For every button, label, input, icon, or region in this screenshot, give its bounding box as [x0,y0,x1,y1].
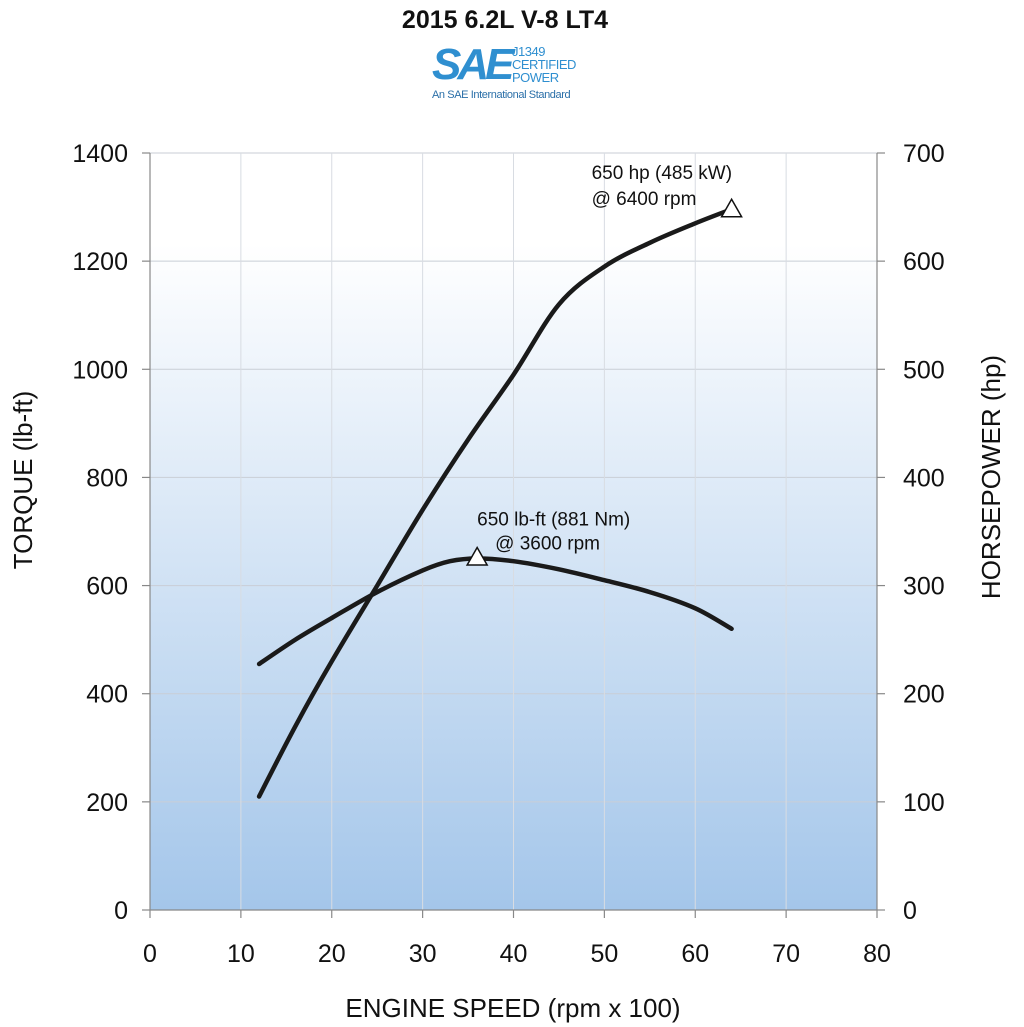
y-tick-label-right: 100 [903,789,945,817]
y-axis-label-left: TORQUE (lb-ft) [8,391,38,570]
y-tick-label-left: 400 [86,681,128,709]
x-tick-label: 50 [590,940,618,968]
x-tick-label: 70 [772,940,800,968]
x-tick-label: 20 [318,940,346,968]
y-tick-label-left: 1200 [72,248,128,276]
peak-horsepower-label: 650 hp (485 kW) [592,163,732,184]
x-tick-label: 60 [681,940,709,968]
horsepower-curve [256,206,734,799]
x-tick-label: 30 [409,940,437,968]
y-tick-label-right: 400 [903,464,945,492]
x-axis-label: ENGINE SPEED (rpm x 100) [345,993,680,1023]
peak-torque-marker [465,545,489,566]
sae-logo-line2: CERTIFIED [512,57,576,72]
sae-logo-mark: SAE [432,40,515,89]
chart-title: 2015 6.2L V-8 LT4 [401,6,609,34]
x-tick-label: 0 [143,940,157,968]
x-tick-label: 80 [863,940,891,968]
sae-logo-tagline: An SAE International Standard [432,89,571,101]
x-tick-label: 10 [227,940,255,968]
y-tick-label-left: 800 [86,464,128,492]
y-tick-label-right: 200 [903,681,945,709]
y-axis-label-right: HORSEPOWER (hp) [976,355,1006,599]
y-tick-label-left: 1400 [72,140,128,168]
peak-horsepower-rpm-label: @ 6400 rpm [592,189,697,210]
peak-horsepower-marker [720,197,743,218]
sae-certified-logo: SAE J1349 CERTIFIED POWER An SAE Interna… [430,40,590,104]
x-tick-label: 40 [500,940,528,968]
y-tick-label-right: 600 [903,248,945,276]
y-tick-label-right: 300 [903,573,945,601]
y-tick-label-left: 0 [114,897,128,925]
sae-logo-line1: J1349 [512,44,545,59]
y-tick-label-right: 0 [903,897,917,925]
grid-lines [150,152,877,910]
y-tick-label-right: 500 [903,356,945,384]
axes: 0 10 20 30 40 50 60 70 8002004006008001000120014… [72,140,944,968]
y-tick-label-left: 1000 [72,356,128,384]
peak-torque-rpm-label: @ 3600 rpm [495,533,600,554]
peak-torque-label: 650 lb-ft (881 Nm) [477,509,630,530]
y-tick-label-right: 700 [903,140,945,168]
sae-logo-certification: J1349 CERTIFIED POWER [512,45,576,84]
annotations: 650 hp (485 kW) @ 6400 rpm 650 lb-ft (881 … [465,163,743,566]
y-tick-label-left: 600 [86,573,128,601]
y-tick-label-left: 200 [86,789,128,817]
sae-logo-line3: POWER [512,70,559,85]
